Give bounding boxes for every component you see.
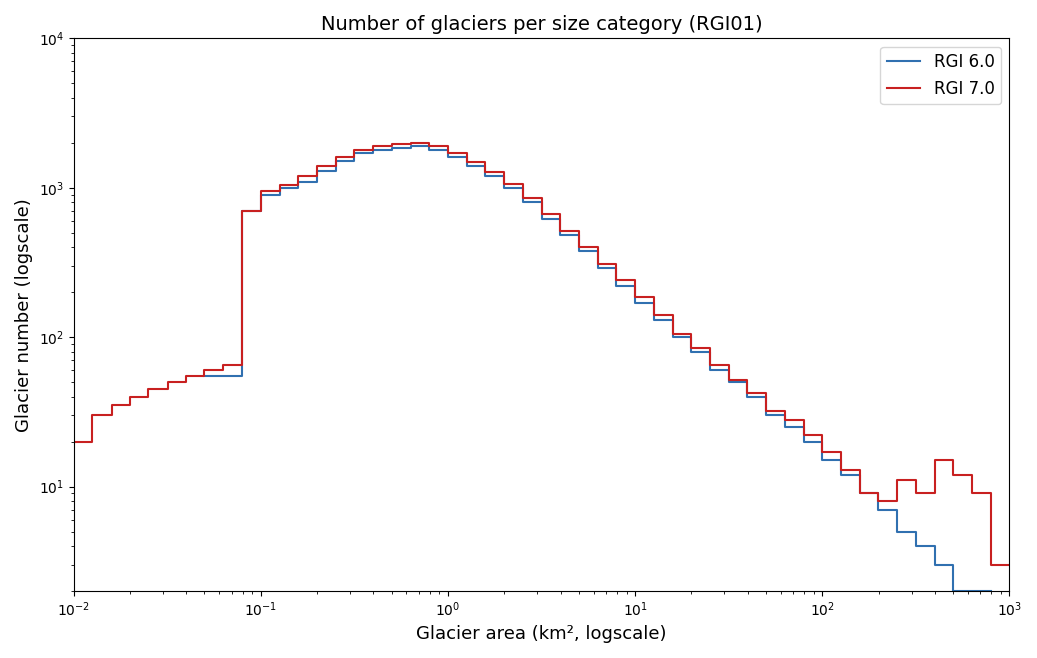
- RGI 7.0: [965, 470, 978, 478]
- Line: RGI 6.0: RGI 6.0: [204, 146, 990, 591]
- RGI 6.0: [404, 142, 417, 150]
- RGI 7.0: [984, 561, 997, 569]
- X-axis label: Glacier area (km², logscale): Glacier area (km², logscale): [416, 625, 667, 643]
- RGI 7.0: [291, 181, 304, 189]
- RGI 7.0: [928, 456, 941, 464]
- RGI 7.0: [67, 438, 80, 445]
- RGI 7.0: [554, 228, 566, 236]
- RGI 6.0: [835, 470, 847, 478]
- RGI 7.0: [254, 207, 267, 215]
- Title: Number of glaciers per size category (RGI01): Number of glaciers per size category (RG…: [320, 15, 762, 34]
- RGI 6.0: [198, 372, 211, 380]
- Y-axis label: Glacier number (logscale): Glacier number (logscale): [15, 198, 33, 432]
- Legend: RGI 6.0, RGI 7.0: RGI 6.0, RGI 7.0: [880, 47, 1001, 105]
- RGI 6.0: [254, 207, 267, 215]
- Line: RGI 7.0: RGI 7.0: [74, 143, 1009, 565]
- RGI 7.0: [404, 139, 417, 147]
- RGI 6.0: [554, 232, 566, 240]
- RGI 6.0: [797, 438, 810, 445]
- RGI 6.0: [591, 264, 604, 272]
- RGI 7.0: [628, 293, 641, 301]
- RGI 6.0: [984, 587, 997, 595]
- RGI 7.0: [1003, 561, 1015, 569]
- RGI 6.0: [217, 372, 229, 380]
- RGI 6.0: [947, 587, 959, 595]
